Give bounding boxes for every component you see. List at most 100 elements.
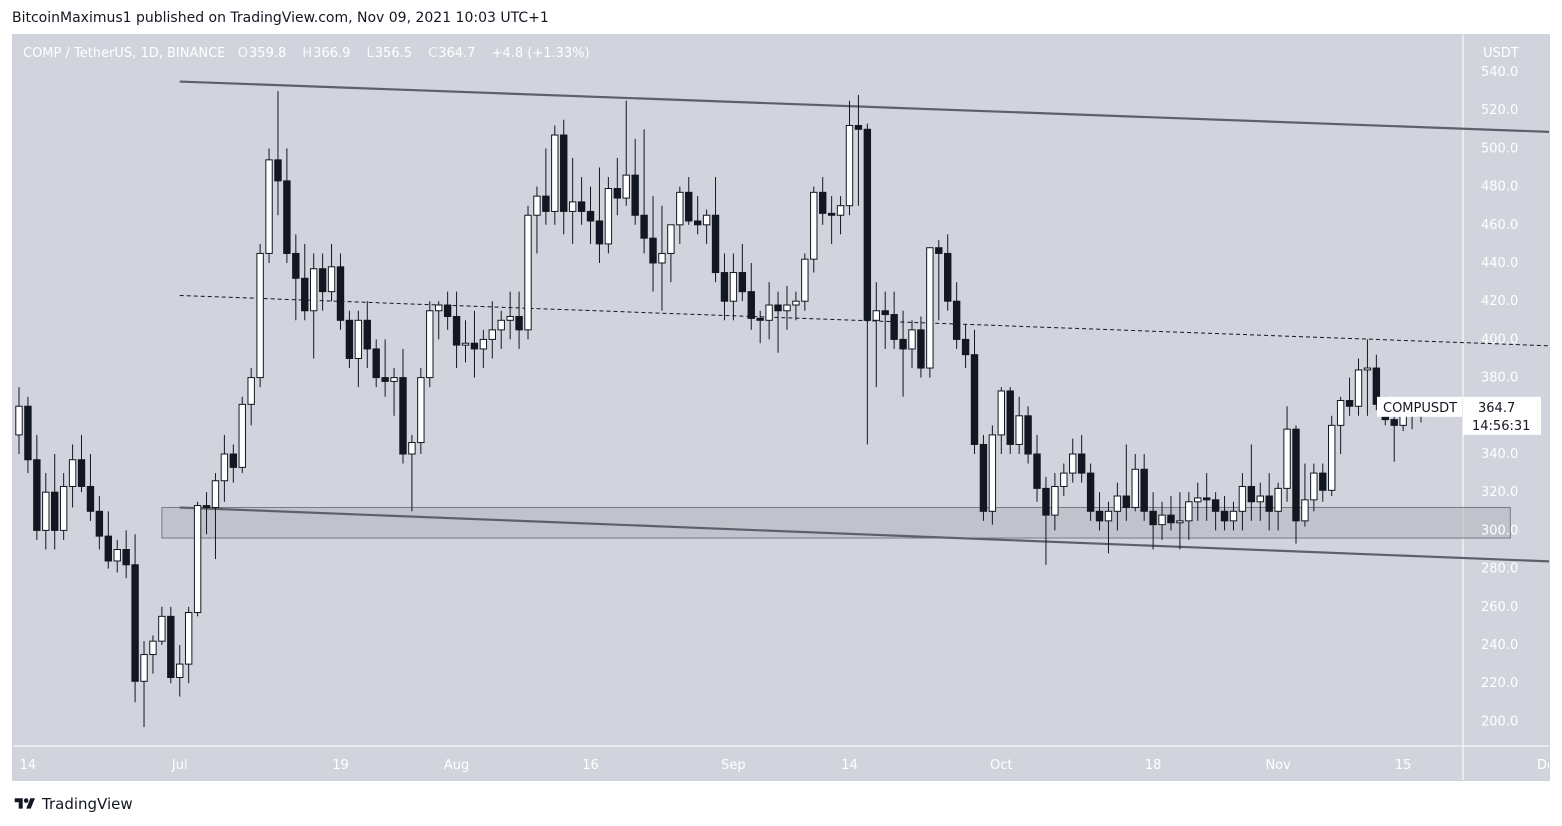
candle	[345, 310, 354, 369]
candle-body	[381, 377, 389, 382]
candle-body	[140, 654, 148, 682]
candle-body	[158, 615, 166, 642]
candle-body	[711, 214, 720, 274]
candle-body	[24, 405, 32, 461]
candle-body	[756, 317, 764, 321]
candle	[658, 205, 666, 311]
candle	[1024, 406, 1032, 464]
publish-info: BitcoinMaximus1 published on TradingView…	[12, 10, 549, 26]
candle	[720, 253, 729, 321]
last-price-symbol: COMPUSDT	[1383, 401, 1457, 416]
candle	[443, 291, 452, 330]
candle	[68, 444, 77, 508]
candle	[354, 310, 363, 388]
candle	[551, 125, 559, 225]
candle-body	[1185, 501, 1193, 522]
candle-body	[560, 134, 568, 212]
candle	[747, 263, 755, 330]
tradingview-logo-icon[interactable]	[12, 796, 38, 812]
candle-body	[952, 300, 961, 340]
open-label: O	[237, 46, 249, 61]
price-tick-label: 260.0	[1481, 600, 1518, 615]
candle-body	[184, 612, 193, 665]
candle	[77, 434, 86, 493]
candle-body	[497, 319, 505, 331]
candle	[292, 234, 300, 321]
candle	[863, 123, 872, 445]
candle	[774, 291, 782, 353]
candle-body	[506, 315, 514, 321]
candle-body	[452, 315, 461, 346]
candle	[497, 310, 505, 349]
candle	[685, 177, 693, 225]
candle-body	[836, 205, 845, 216]
candle	[1158, 501, 1166, 540]
candle-body	[515, 315, 523, 331]
candle-body	[810, 191, 818, 260]
change-value: +4.8 (+1.33%)	[491, 46, 590, 61]
candle-body	[176, 663, 184, 678]
candle	[399, 348, 407, 464]
candle	[1265, 473, 1273, 531]
time-tick-label: 14	[20, 758, 37, 773]
candle	[890, 291, 898, 349]
candle-body	[863, 128, 872, 321]
candle	[309, 253, 318, 359]
candle-body	[997, 390, 1005, 436]
candle-body	[881, 310, 889, 316]
low-label: L	[366, 46, 374, 61]
candle-body	[238, 403, 246, 468]
time-tick-label: 14	[841, 758, 858, 773]
candle-body	[774, 304, 782, 312]
time-tick-label: Nov	[1265, 758, 1291, 773]
candle-body	[979, 443, 988, 512]
price-tick-label: 480.0	[1481, 180, 1518, 195]
footer-brand[interactable]: TradingView	[42, 795, 133, 813]
candle	[1328, 415, 1336, 497]
close-label: C	[428, 46, 438, 61]
candle	[158, 606, 166, 645]
candle-body	[1292, 428, 1300, 522]
candle	[1051, 473, 1059, 531]
candle-body	[461, 342, 470, 346]
candle	[997, 387, 1005, 454]
candle	[604, 177, 613, 254]
candle	[1113, 482, 1122, 531]
candle	[202, 492, 211, 535]
candlestick-chart[interactable]: USDT 540.0 520.0 500.0 480.0 460.0 440.0 420.0…	[13, 35, 1549, 780]
candle	[220, 434, 229, 502]
candle	[872, 282, 880, 388]
candle-body	[640, 214, 648, 239]
candle-body	[801, 258, 809, 302]
chart-panel[interactable]: USDT 540.0 520.0 500.0 480.0 460.0 440.0 420.0…	[12, 34, 1550, 781]
candle-body	[59, 485, 68, 531]
footer: TradingView	[12, 795, 133, 813]
candle-body	[1283, 428, 1291, 489]
candle	[917, 316, 925, 378]
candle-body	[318, 268, 327, 293]
mid-channel-dashed-line	[179, 294, 1549, 347]
candle	[1167, 496, 1175, 531]
candle	[104, 511, 112, 569]
candle-body	[765, 304, 773, 321]
candle	[595, 167, 604, 263]
candle	[1292, 425, 1300, 544]
candle-body	[568, 201, 577, 212]
candle-body	[542, 195, 550, 212]
candle	[702, 209, 711, 244]
candle	[229, 444, 238, 483]
candle-body	[1238, 485, 1247, 512]
candle	[470, 310, 479, 378]
candle	[1220, 496, 1229, 531]
price-tick-label: 540.0	[1481, 65, 1518, 80]
candle	[149, 635, 157, 674]
candle-body	[1211, 499, 1220, 512]
time-tick-label: 19	[332, 758, 349, 773]
candle	[1069, 438, 1077, 483]
candle-body	[1336, 400, 1345, 426]
price-tick-label: 520.0	[1481, 103, 1518, 118]
candle	[845, 100, 854, 216]
candle-body	[595, 220, 604, 245]
candle	[640, 129, 648, 254]
candle-body	[1006, 390, 1014, 445]
